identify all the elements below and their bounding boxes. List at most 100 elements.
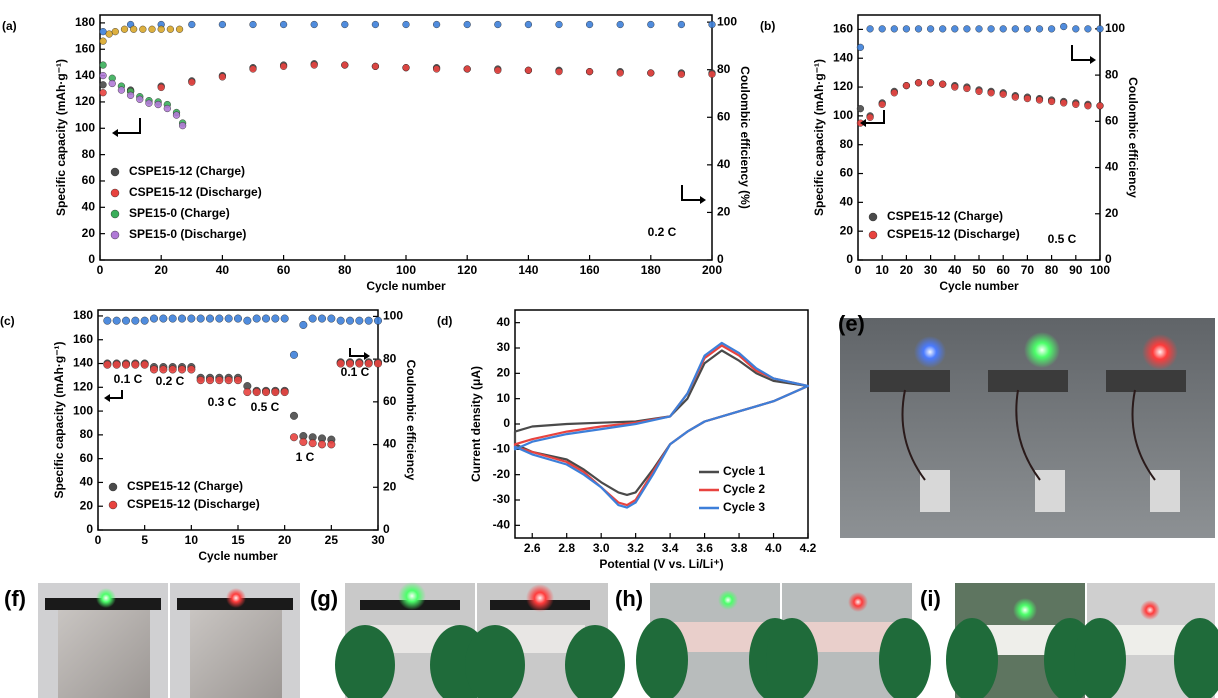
x-axis-label: Cycle number: [198, 549, 278, 563]
data-point: [878, 100, 886, 108]
data-point: [364, 316, 373, 325]
x-tick-label: 2.8: [558, 541, 575, 555]
data-point: [99, 28, 107, 36]
y-tick-label: 30: [497, 340, 511, 354]
data-point: [1096, 25, 1104, 33]
data-point: [585, 20, 594, 29]
data-point: [99, 89, 107, 97]
data-point: [99, 81, 107, 89]
data-point: [951, 83, 959, 91]
data-point: [103, 360, 112, 369]
panel-label: (b): [760, 19, 775, 33]
data-point: [175, 25, 184, 33]
panel-label: (d): [437, 314, 452, 328]
data-point: [99, 71, 107, 80]
data-point: [585, 68, 594, 76]
data-point: [131, 360, 140, 369]
data-point: [145, 99, 153, 107]
data-point: [647, 69, 655, 77]
data-point: [318, 314, 327, 323]
data-point: [1047, 25, 1056, 33]
data-point: [310, 20, 318, 29]
y-tick-label: 20: [82, 226, 96, 240]
data-point: [112, 316, 121, 325]
y-tick-label: 160: [75, 41, 95, 55]
data-point: [215, 314, 224, 323]
data-point: [105, 30, 113, 38]
data-point: [99, 37, 107, 45]
x-tick-label: 50: [972, 263, 986, 277]
data-point: [262, 314, 271, 323]
data-point: [856, 105, 865, 113]
y2-tick-label: 20: [383, 479, 397, 493]
y2-axis-label: Coulombic efficiency: [1126, 77, 1140, 198]
data-point: [374, 359, 383, 368]
data-point: [127, 91, 135, 99]
data-point: [999, 90, 1007, 98]
data-point: [494, 20, 502, 29]
data-point: [1011, 25, 1019, 33]
data-point: [708, 70, 716, 78]
y-tick-label: 80: [80, 427, 94, 441]
data-point: [249, 20, 257, 29]
y2-tick-label: 60: [717, 109, 731, 123]
data-point: [196, 376, 205, 385]
data-point: [196, 314, 205, 323]
legend-swatch: [110, 209, 120, 219]
data-point: [926, 25, 935, 33]
data-point: [308, 439, 317, 448]
legend-label: CSPE15-12 (Discharge): [887, 227, 1020, 241]
x-tick-label: 3.0: [593, 541, 610, 555]
data-point: [963, 25, 971, 33]
data-point: [336, 359, 345, 368]
data-point: [243, 316, 252, 325]
y2-tick-label: 60: [383, 394, 397, 408]
x-tick-label: 4.0: [765, 541, 782, 555]
legend-label: SPE15-0 (Charge): [129, 206, 230, 220]
data-point: [463, 20, 471, 29]
data-point: [341, 61, 349, 69]
photo-label: (i): [920, 586, 941, 611]
data-point: [218, 20, 227, 29]
data-point: [177, 365, 186, 374]
data-point: [308, 314, 317, 323]
data-point: [1023, 25, 1032, 33]
photo-label: (e): [838, 311, 865, 336]
photo-h: [636, 583, 931, 698]
data-point: [463, 65, 471, 73]
x-tick-label: 180: [641, 263, 661, 277]
data-point: [1047, 97, 1056, 106]
x-tick-label: 60: [997, 263, 1011, 277]
data-point: [148, 25, 156, 33]
arrow: [681, 185, 700, 201]
y-tick-label: -30: [493, 492, 511, 506]
data-point: [121, 316, 130, 325]
data-point: [108, 79, 116, 88]
legend-swatch: [108, 482, 118, 492]
data-point: [188, 78, 196, 86]
y-axis-label: Specific capacity (mAh·g⁻¹): [54, 59, 68, 216]
arrow-head: [112, 129, 118, 137]
data-point: [494, 66, 502, 74]
data-point: [99, 61, 107, 69]
data-point: [233, 376, 242, 385]
x-tick-label: 80: [1045, 263, 1059, 277]
legend-label: CSPE15-12 (Charge): [129, 164, 245, 178]
data-point: [154, 100, 162, 109]
y2-tick-label: 20: [717, 205, 731, 219]
data-point: [252, 388, 261, 397]
x-tick-label: 40: [948, 263, 962, 277]
y-tick-label: 0: [88, 252, 95, 266]
data-point: [327, 314, 336, 323]
y-axis-label: Specific capacity (mAh·g⁻¹): [812, 59, 826, 216]
arrow-head: [364, 352, 370, 360]
data-point: [310, 61, 318, 69]
x-tick-label: 10: [185, 533, 199, 547]
y-tick-label: 80: [82, 147, 96, 161]
y2-tick-label: 0: [717, 252, 724, 266]
annotation: 0.1 C: [114, 372, 143, 386]
data-point: [1060, 99, 1068, 107]
y-tick-label: 120: [833, 79, 853, 93]
y-tick-label: 160: [73, 332, 93, 346]
